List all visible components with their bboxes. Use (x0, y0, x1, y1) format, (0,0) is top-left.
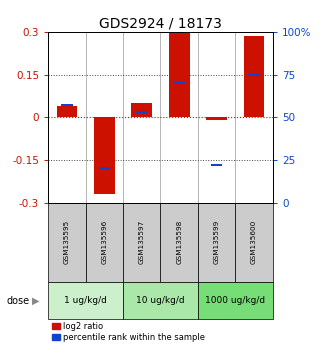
Bar (211, 164, 222, 166)
Bar (198, 282, 273, 319)
Text: dose: dose (6, 296, 30, 306)
Title: GDS2924 / 18173: GDS2924 / 18173 (99, 17, 222, 31)
Bar (56, 106, 77, 117)
Bar (86, 202, 123, 282)
Text: 1 ug/kg/d: 1 ug/kg/d (64, 296, 107, 305)
Bar (174, 82, 185, 84)
Text: 10 ug/kg/d: 10 ug/kg/d (136, 296, 185, 305)
Bar (61, 104, 73, 107)
Bar (198, 202, 235, 282)
Bar (94, 117, 115, 194)
Bar (99, 167, 110, 170)
Bar (244, 36, 265, 117)
Text: GSM135597: GSM135597 (139, 220, 145, 264)
Text: 1000 ug/kg/d: 1000 ug/kg/d (205, 296, 265, 305)
Text: GSM135598: GSM135598 (176, 220, 182, 264)
Text: GSM135600: GSM135600 (251, 220, 257, 264)
Bar (132, 103, 152, 117)
Bar (48, 202, 86, 282)
Text: GSM135596: GSM135596 (101, 220, 107, 264)
Bar (136, 111, 147, 113)
Bar (123, 202, 160, 282)
Bar (206, 117, 227, 120)
Text: GSM135599: GSM135599 (214, 220, 220, 264)
Text: GSM135595: GSM135595 (64, 220, 70, 264)
Text: ▶: ▶ (31, 296, 39, 306)
Bar (235, 202, 273, 282)
Bar (248, 73, 260, 76)
Legend: log2 ratio, percentile rank within the sample: log2 ratio, percentile rank within the s… (52, 322, 205, 342)
Bar (160, 202, 198, 282)
Bar (169, 33, 189, 117)
Bar (123, 282, 198, 319)
Bar (48, 282, 123, 319)
